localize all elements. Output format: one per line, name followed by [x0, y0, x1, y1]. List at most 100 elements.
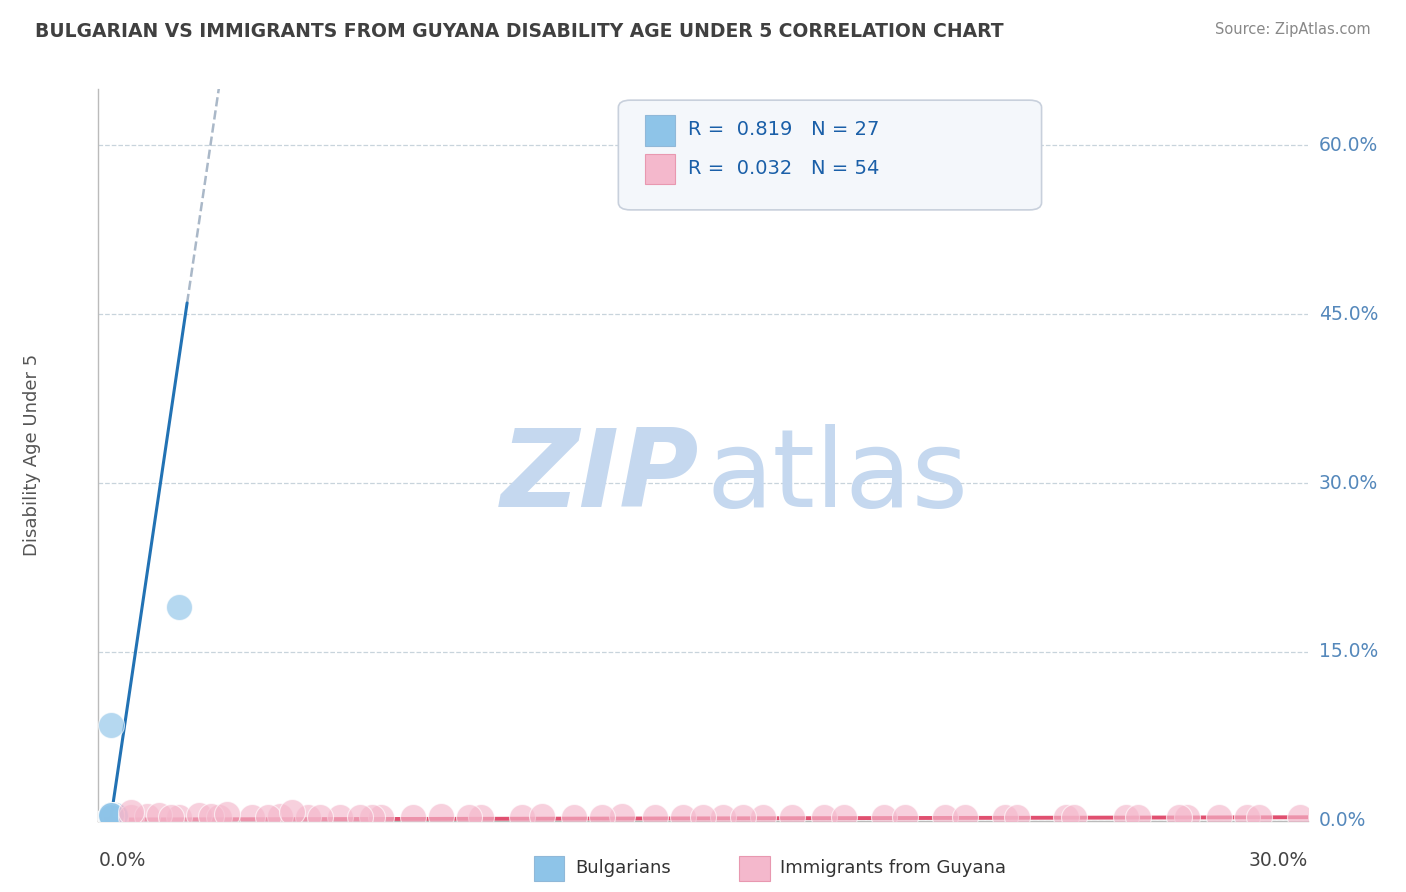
- Point: [1167, 810, 1189, 824]
- Point: [1128, 810, 1150, 824]
- Point: [349, 810, 371, 824]
- Point: [711, 810, 734, 824]
- Point: [1175, 810, 1198, 824]
- Point: [470, 810, 492, 824]
- Point: [188, 808, 211, 822]
- Point: [612, 809, 634, 823]
- Text: R =  0.819   N = 27: R = 0.819 N = 27: [689, 120, 880, 139]
- Point: [100, 810, 122, 824]
- Point: [934, 810, 956, 824]
- Point: [100, 718, 122, 732]
- Point: [100, 810, 122, 824]
- Point: [813, 810, 835, 824]
- Point: [160, 810, 183, 824]
- Point: [832, 810, 855, 824]
- Point: [100, 810, 122, 824]
- Point: [361, 810, 384, 824]
- Point: [780, 810, 803, 824]
- Text: 45.0%: 45.0%: [1319, 305, 1378, 324]
- Point: [256, 810, 278, 824]
- Point: [135, 809, 157, 823]
- Point: [873, 810, 896, 824]
- Point: [752, 810, 775, 824]
- Point: [1007, 810, 1029, 824]
- Point: [120, 805, 142, 819]
- Point: [370, 810, 392, 824]
- Point: [1208, 810, 1230, 824]
- Point: [167, 810, 190, 824]
- Point: [103, 810, 125, 824]
- Point: [100, 808, 122, 822]
- Point: [591, 810, 613, 824]
- Text: Source: ZipAtlas.com: Source: ZipAtlas.com: [1215, 22, 1371, 37]
- Point: [100, 809, 122, 823]
- Point: [458, 810, 481, 824]
- Point: [562, 810, 585, 824]
- Point: [1054, 810, 1077, 824]
- Point: [100, 810, 122, 824]
- Point: [309, 810, 332, 824]
- Text: BULGARIAN VS IMMIGRANTS FROM GUYANA DISABILITY AGE UNDER 5 CORRELATION CHART: BULGARIAN VS IMMIGRANTS FROM GUYANA DISA…: [35, 22, 1004, 41]
- Text: 60.0%: 60.0%: [1319, 136, 1378, 155]
- Point: [100, 809, 122, 823]
- Point: [297, 810, 319, 824]
- Point: [103, 810, 125, 824]
- Text: R =  0.032   N = 54: R = 0.032 N = 54: [689, 159, 880, 178]
- Point: [103, 809, 125, 823]
- Point: [100, 808, 122, 822]
- Point: [100, 810, 122, 824]
- Bar: [740, 855, 769, 881]
- Point: [430, 809, 453, 823]
- Text: Disability Age Under 5: Disability Age Under 5: [22, 354, 41, 556]
- Point: [240, 810, 263, 824]
- Point: [100, 808, 122, 822]
- Point: [120, 810, 142, 824]
- Point: [148, 808, 170, 822]
- Text: Bulgarians: Bulgarians: [575, 859, 671, 877]
- Point: [1115, 810, 1137, 824]
- Point: [402, 810, 425, 824]
- Point: [100, 808, 122, 822]
- Point: [733, 810, 755, 824]
- Point: [1063, 810, 1085, 824]
- Point: [208, 810, 231, 824]
- Point: [200, 809, 222, 823]
- Text: 30.0%: 30.0%: [1319, 474, 1378, 492]
- Point: [100, 809, 122, 823]
- Point: [100, 808, 122, 822]
- Point: [103, 810, 125, 824]
- Point: [1249, 810, 1271, 824]
- Point: [510, 810, 533, 824]
- Point: [100, 810, 122, 824]
- Point: [329, 810, 352, 824]
- Point: [167, 599, 190, 614]
- Point: [994, 810, 1017, 824]
- Point: [100, 809, 122, 823]
- Text: 30.0%: 30.0%: [1249, 851, 1308, 871]
- Point: [1288, 810, 1310, 824]
- Point: [100, 808, 122, 822]
- Point: [100, 810, 122, 824]
- Text: 15.0%: 15.0%: [1319, 642, 1378, 661]
- Text: atlas: atlas: [707, 424, 969, 530]
- Text: Immigrants from Guyana: Immigrants from Guyana: [780, 859, 1007, 877]
- Point: [530, 809, 553, 823]
- Point: [103, 808, 125, 822]
- Point: [100, 810, 122, 824]
- Point: [100, 808, 122, 822]
- Bar: [645, 153, 675, 185]
- Point: [692, 810, 714, 824]
- Bar: [645, 115, 675, 145]
- Point: [281, 805, 304, 819]
- Point: [100, 809, 122, 823]
- Bar: [534, 855, 564, 881]
- Point: [893, 810, 915, 824]
- Text: 0.0%: 0.0%: [98, 851, 146, 871]
- FancyBboxPatch shape: [619, 100, 1042, 210]
- Point: [672, 810, 695, 824]
- Point: [953, 810, 976, 824]
- Point: [1236, 810, 1258, 824]
- Text: ZIP: ZIP: [501, 424, 699, 530]
- Point: [217, 806, 239, 821]
- Point: [644, 810, 666, 824]
